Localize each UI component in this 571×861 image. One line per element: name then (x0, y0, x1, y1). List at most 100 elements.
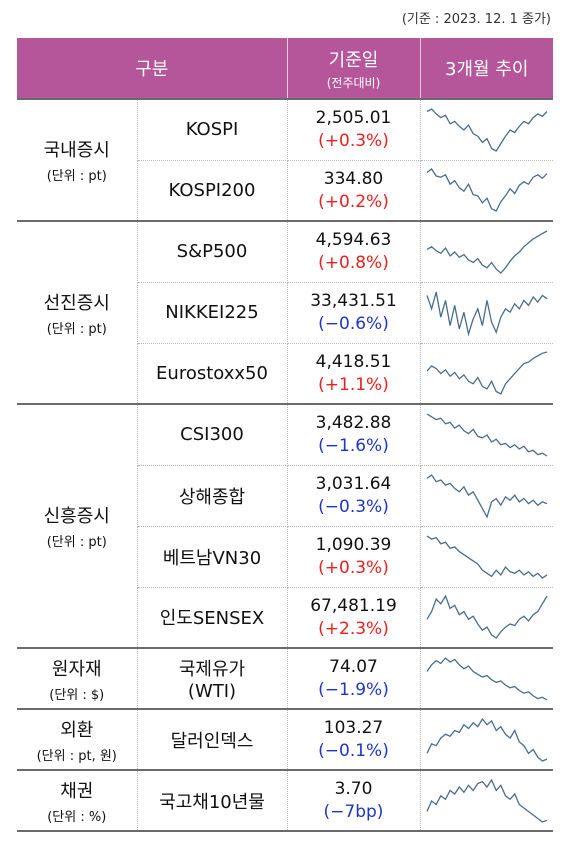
weekly-change: (+0.3%) (318, 131, 389, 152)
trend-sparkline (426, 291, 548, 337)
category-unit: (단위 : pt) (46, 169, 107, 184)
item-cell: KOSPI (137, 98, 288, 161)
weekly-change: (−0.6%) (318, 314, 389, 334)
base-value: 103.27 (323, 718, 384, 738)
value-cell: 3,482.88 (−1.6%) (287, 403, 421, 466)
trend-line (426, 230, 548, 274)
trend-line (426, 534, 548, 579)
category-name: 신흥증시 (43, 506, 110, 527)
trend-line (426, 473, 547, 519)
value-cell: 74.07 (−1.9%) (287, 647, 421, 710)
value-cell: 2,505.01 (+0.3%) (287, 98, 421, 161)
trend-line (426, 168, 548, 213)
category-cell: 원자재 (단위 : $) (17, 647, 138, 710)
category-cell: 외환 (단위 : pt, 원) (17, 708, 138, 771)
trend-cell (420, 98, 553, 161)
trend-line (426, 351, 547, 396)
category-name: 채권 (60, 780, 94, 802)
item-name: 국고채10년물 (159, 791, 265, 813)
item-cell: 국제유가 (WTI) (137, 647, 288, 710)
trend-sparkline (426, 351, 547, 396)
base-value: 1,090.39 (315, 535, 392, 555)
item-name: CSI300 (180, 424, 244, 446)
item-cell: S&P500 (137, 220, 288, 283)
trend-cell (420, 587, 553, 649)
trend-sparkline (426, 534, 548, 579)
category-name: 국내증시 (43, 140, 110, 161)
category-unit: (단위 : pt) (46, 321, 107, 337)
reference-date-note: (기준 : 2023. 12. 1 종가) (401, 12, 551, 27)
item-cell: 베트남VN30 (137, 526, 288, 588)
trend-cell (420, 465, 553, 527)
weekly-change: (+0.8%) (318, 253, 389, 274)
weekly-change: (−0.1%) (318, 741, 389, 761)
category-cell: 국내증시 (단위 : pt) (17, 98, 138, 222)
trend-sparkline (426, 717, 547, 762)
trend-sparkline (426, 656, 548, 701)
table-row: 베트남VN30 1,090.39 (+0.3%) (17, 526, 553, 588)
item-name: S&P500 (176, 241, 248, 263)
trend-line (426, 107, 548, 152)
category-unit: (단위 : pt) (46, 535, 107, 550)
trend-cell (420, 647, 553, 710)
trend-line (426, 594, 548, 640)
value-cell: 103.27 (−0.1%) (287, 708, 421, 771)
table-row: 외환 (단위 : pt, 원) 달러인덱스 103.27 (−0.1%) (17, 708, 553, 771)
trend-line (426, 778, 547, 823)
trend-sparkline (426, 594, 548, 640)
item-cell: NIKKEI225 (137, 282, 288, 344)
table-row: 원자재 (단위 : $) 국제유가 (WTI) 74.07 (−1.9%) (17, 647, 553, 710)
base-value: 334.80 (323, 168, 384, 189)
trend-cell (420, 526, 553, 588)
weekly-change: (−1.6%) (318, 436, 389, 457)
item-name: 베트남VN30 (162, 547, 262, 569)
table-body: 국내증시 (단위 : pt) KOSPI 2,505.01 (+0.3%) KOSPI20… (17, 98, 553, 832)
trend-sparkline (426, 473, 547, 519)
item-name: 인도SENSEX (159, 608, 265, 630)
trend-sparkline (426, 413, 548, 457)
value-cell: 334.80 (+0.2%) (287, 160, 421, 222)
header-base-day-sub: (전주대비) (326, 75, 381, 90)
trend-cell (420, 343, 553, 405)
trend-cell (420, 769, 553, 832)
weekly-change: (+2.3%) (318, 618, 389, 639)
value-cell: 4,594.63 (+0.8%) (287, 220, 421, 283)
trend-sparkline (426, 230, 548, 274)
category-unit: (단위 : %) (47, 809, 107, 825)
value-cell: 67,481.19 (+2.3%) (287, 587, 421, 649)
item-name: KOSPI (185, 119, 239, 141)
table-row: 상해종합 3,031.64 (−0.3%) (17, 465, 553, 527)
trend-cell (420, 403, 553, 466)
weekly-change: (−1.9%) (318, 680, 389, 700)
category-cell: 선진증시 (단위 : pt) (17, 220, 138, 405)
trend-sparkline (426, 107, 548, 152)
weekly-change: (−0.3%) (318, 497, 389, 517)
weekly-change: (+0.3%) (318, 558, 389, 578)
table-row: 인도SENSEX 67,481.19 (+2.3%) (17, 587, 553, 649)
item-cell: KOSPI200 (137, 160, 288, 222)
base-value: 3,482.88 (315, 413, 392, 434)
table-row: 국내증시 (단위 : pt) KOSPI 2,505.01 (+0.3%) (17, 98, 553, 222)
trend-sparkline (426, 778, 547, 823)
value-cell: 33,431.51 (−0.6%) (287, 282, 421, 344)
header-base-day: 기준일 (전주대비) (287, 38, 421, 99)
category-cell: 채권 (단위 : %) (17, 769, 138, 832)
value-cell: 3.70 (−7bp) (287, 769, 421, 832)
table-row: Eurostoxx50 4,418.51 (+1.1%) (17, 343, 553, 405)
value-cell: 4,418.51 (+1.1%) (287, 343, 421, 405)
item-cell: 달러인덱스 (137, 708, 288, 771)
trend-cell (420, 220, 553, 283)
category-cell: 신흥증시 (단위 : pt) (17, 403, 138, 649)
category-name: 원자재 (51, 658, 102, 680)
trend-cell (420, 282, 553, 344)
base-value: 3.70 (334, 779, 373, 799)
trend-cell (420, 160, 553, 222)
table-header: 구분 기준일 (전주대비) 3개월 추이 (17, 38, 553, 99)
trend-line (426, 656, 548, 701)
weekly-change: (−7bp) (323, 802, 384, 822)
weekly-change: (+1.1%) (318, 374, 389, 395)
category-name: 선진증시 (43, 292, 110, 314)
item-cell: 인도SENSEX (137, 587, 288, 649)
base-value: 3,031.64 (315, 474, 392, 494)
market-table: 구분 기준일 (전주대비) 3개월 추이 국내증시 (단위 : pt) KOSPI 2… (17, 38, 553, 832)
